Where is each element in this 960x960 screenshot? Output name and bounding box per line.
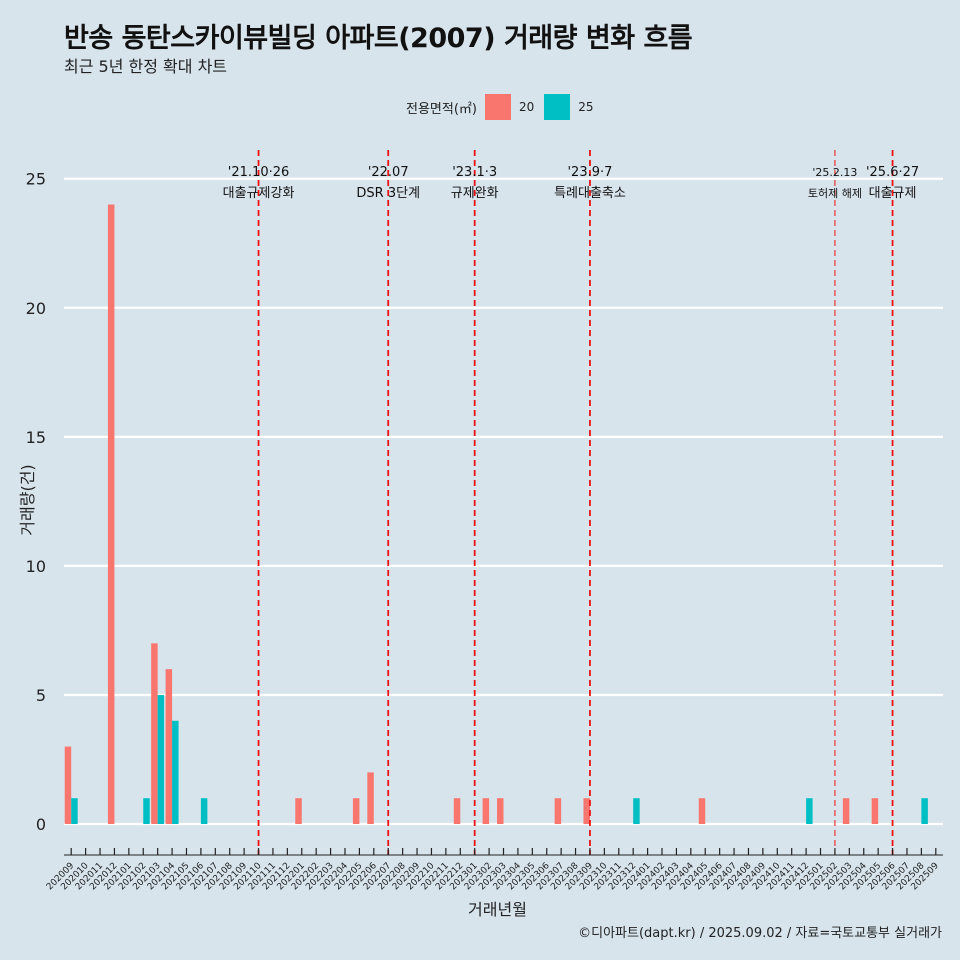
- event-label: 특례대출축소: [554, 186, 626, 201]
- event-date: '21.10·26: [228, 165, 289, 180]
- y-tick-label: 15: [26, 428, 46, 447]
- legend-key-25: [544, 94, 571, 120]
- event-label: 대출규제: [869, 186, 917, 201]
- legend-label-20: 20: [518, 100, 535, 114]
- bar-20-202309: [583, 798, 590, 825]
- event-date: '25.2.13: [812, 166, 857, 179]
- event-label: DSR 3단계: [356, 186, 420, 201]
- event-label: 토허제 해제: [808, 186, 862, 200]
- x-axis-title: 거래년월: [468, 900, 527, 919]
- bar-20-202103: [151, 643, 158, 825]
- legend-label-25: 25: [578, 100, 594, 114]
- bar-25-202103: [157, 694, 165, 825]
- y-tick-label: 20: [26, 299, 46, 318]
- event-date: '23.9·7: [567, 165, 612, 180]
- bar-20-202205: [352, 798, 360, 825]
- bar-25-202508: [921, 798, 928, 825]
- y-axis-title: 거래량(건): [18, 464, 37, 535]
- bar-20-202206: [367, 772, 374, 825]
- y-tick-label: 5: [36, 686, 46, 705]
- legend-title: 전용면적(㎡): [406, 101, 477, 117]
- bar-20-202009: [64, 746, 72, 825]
- legend: 전용면적(㎡) 20 25: [406, 92, 604, 122]
- event-label: 규제완화: [451, 186, 499, 201]
- bar-25-202009: [71, 798, 78, 825]
- bar-20-202302: [482, 798, 490, 825]
- bar-25-202106: [200, 798, 208, 825]
- bar-25-202312: [633, 798, 640, 825]
- event-label: 대출규제강화: [223, 186, 295, 201]
- y-tick-label: 25: [26, 170, 46, 189]
- bar-20-202307: [554, 798, 562, 825]
- bar-25-202102: [143, 798, 150, 825]
- event-date: '25.6·27: [866, 165, 919, 180]
- legend-key-20: [484, 94, 511, 120]
- bar-20-202104: [165, 669, 173, 825]
- bar-20-202503: [842, 798, 850, 825]
- source-caption: ©디아파트(dapt.kr) / 2025.09.02 / 자료=국토교통부 실…: [578, 926, 942, 941]
- event-date: '23.1·3: [452, 165, 497, 180]
- bar-20-202201: [295, 798, 302, 825]
- bar-20-202303: [497, 798, 504, 825]
- bar-20-202405: [698, 798, 706, 825]
- bar-25-202104: [172, 720, 179, 825]
- chart-title: 반송 동탄스카이뷰빌딩 아파트(2007) 거래량 변화 흐름: [64, 23, 693, 54]
- y-tick-label: 10: [26, 557, 46, 576]
- bar-20-202212: [453, 798, 461, 825]
- bar-25-202412: [806, 798, 813, 825]
- bar-20-202012: [107, 204, 115, 825]
- bar-20-202505: [871, 798, 879, 825]
- chart-subtitle: 최근 5년 한정 확대 차트: [64, 57, 228, 76]
- y-tick-label: 0: [36, 815, 46, 834]
- event-date: '22.07: [368, 165, 409, 180]
